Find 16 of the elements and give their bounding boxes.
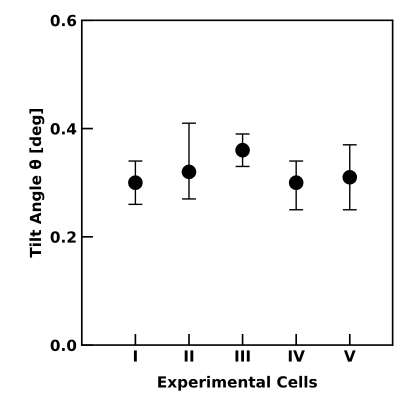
y-tick-label: 0.2 (50, 231, 76, 243)
y-axis-title: Tilt Angle θ [deg] (29, 108, 44, 258)
point (342, 170, 358, 185)
x-tick-label: I (134, 350, 137, 362)
x-axis-title: Experimental Cells (158, 376, 317, 391)
x-tick-label: II (184, 350, 194, 362)
point (128, 175, 143, 190)
x-tick-label: V (344, 350, 356, 362)
x-tick-label: IV (288, 350, 305, 362)
y-tick-label: 0.6 (50, 14, 76, 26)
point (182, 164, 196, 180)
point (288, 175, 304, 190)
point (235, 142, 250, 158)
y-tick-label: 0.4 (50, 123, 76, 135)
x-tick-label: III (235, 350, 250, 362)
y-tick-label: 0.0 (50, 340, 76, 352)
